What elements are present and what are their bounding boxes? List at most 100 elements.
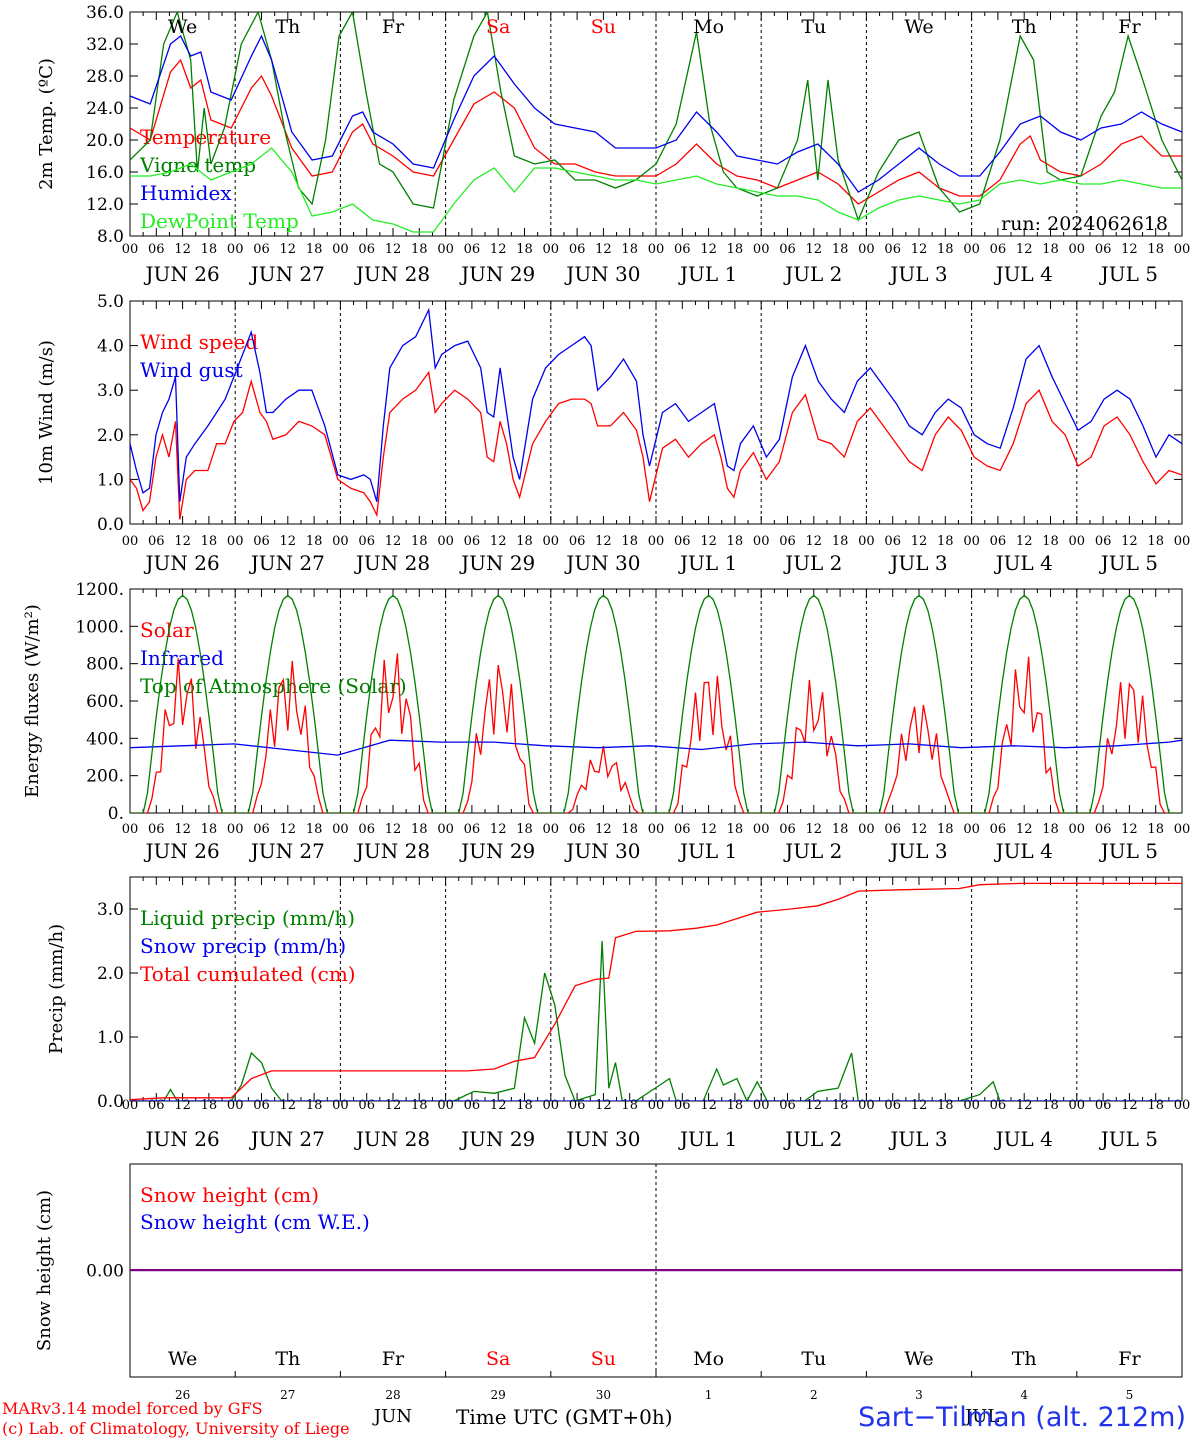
hour-tick-label: 18 bbox=[306, 1098, 323, 1113]
hour-tick-label: 06 bbox=[990, 242, 1007, 257]
series-line bbox=[130, 940, 1182, 1101]
hour-tick-label: 00 bbox=[437, 822, 454, 837]
hour-tick-label: 12 bbox=[174, 1098, 191, 1113]
hour-tick-label: 18 bbox=[516, 1098, 533, 1113]
day-abbr: Mo bbox=[693, 16, 724, 38]
hour-tick-label: 12 bbox=[911, 534, 928, 549]
hour-tick-label: 00 bbox=[227, 534, 244, 549]
y-tick-label: 0.0 bbox=[97, 515, 124, 535]
hour-tick-label: 00 bbox=[858, 534, 875, 549]
y-tick-label: 8.0 bbox=[97, 227, 124, 247]
hour-tick-label: 00 bbox=[332, 242, 349, 257]
hour-tick-label: 12 bbox=[1121, 822, 1138, 837]
hour-tick-label: 06 bbox=[884, 1098, 901, 1113]
hour-tick-label: 18 bbox=[516, 534, 533, 549]
y-tick-label: 5.0 bbox=[97, 292, 124, 312]
hour-tick-label: 18 bbox=[1042, 534, 1059, 549]
hour-tick-label: 12 bbox=[1121, 534, 1138, 549]
date-label: JUL 5 bbox=[1099, 262, 1158, 286]
date-label: JUL 3 bbox=[888, 839, 947, 863]
date-label: JUN 30 bbox=[564, 1127, 640, 1151]
y-tick-label: 24.0 bbox=[86, 99, 124, 119]
date-label: JUN 26 bbox=[144, 262, 220, 286]
hour-tick-label: 00 bbox=[122, 1098, 139, 1113]
hour-tick-label: 18 bbox=[411, 242, 428, 257]
hour-tick-label: 18 bbox=[727, 534, 744, 549]
y-tick-label: 2.0 bbox=[97, 964, 124, 984]
hour-tick-label: 06 bbox=[358, 242, 375, 257]
hour-tick-label: 06 bbox=[884, 534, 901, 549]
y-tick-label: 800. bbox=[86, 655, 124, 675]
hour-tick-label: 12 bbox=[700, 1098, 717, 1113]
hour-tick-label: 00 bbox=[963, 534, 980, 549]
hour-tick-label: 18 bbox=[1147, 1098, 1164, 1113]
hour-tick-label: 18 bbox=[306, 242, 323, 257]
hour-tick-label: 12 bbox=[1016, 822, 1033, 837]
day-abbr: Th bbox=[275, 16, 300, 38]
legend-entry: Total cumulated (cm) bbox=[140, 962, 356, 986]
date-label: JUL 4 bbox=[994, 262, 1053, 286]
day-abbr: We bbox=[168, 16, 197, 38]
hour-tick-label: 00 bbox=[753, 534, 770, 549]
date-label: JUL 1 bbox=[678, 551, 737, 575]
hour-tick-label: 12 bbox=[806, 242, 823, 257]
hour-tick-label: 00 bbox=[1174, 534, 1191, 549]
hour-tick-label: 12 bbox=[595, 242, 612, 257]
legend-entry: Liquid precip (mm/h) bbox=[140, 906, 355, 930]
day-abbr-bottom: Th bbox=[1012, 1348, 1037, 1370]
date-label: JUN 26 bbox=[144, 839, 220, 863]
y-tick-label: 1000. bbox=[75, 617, 124, 637]
hour-tick-label: 06 bbox=[569, 822, 586, 837]
date-label: JUN 26 bbox=[144, 1127, 220, 1151]
day-date-bottom: 4 bbox=[1020, 1388, 1028, 1402]
hour-tick-label: 12 bbox=[1016, 534, 1033, 549]
model-credit: MARv3.14 model forced by GFS bbox=[2, 1399, 263, 1418]
date-label: JUL 5 bbox=[1099, 839, 1158, 863]
hour-tick-label: 00 bbox=[753, 242, 770, 257]
hour-tick-label: 12 bbox=[806, 822, 823, 837]
hour-tick-label: 18 bbox=[832, 534, 849, 549]
hour-tick-label: 06 bbox=[674, 822, 691, 837]
y-tick-label: 1.0 bbox=[97, 1028, 124, 1048]
hour-tick-label: 00 bbox=[543, 1098, 560, 1113]
date-label: JUN 27 bbox=[249, 551, 325, 575]
hour-tick-label: 18 bbox=[937, 242, 954, 257]
hour-tick-label: 18 bbox=[621, 1098, 638, 1113]
hour-tick-label: 00 bbox=[648, 822, 665, 837]
hour-tick-label: 18 bbox=[201, 1098, 218, 1113]
hour-tick-label: 12 bbox=[174, 822, 191, 837]
hour-tick-label: 00 bbox=[1069, 242, 1086, 257]
hour-tick-label: 18 bbox=[621, 242, 638, 257]
hour-tick-label: 06 bbox=[253, 822, 270, 837]
date-label: JUN 29 bbox=[459, 551, 535, 575]
hour-tick-label: 06 bbox=[990, 822, 1007, 837]
hour-tick-label: 00 bbox=[437, 242, 454, 257]
hour-tick-label: 00 bbox=[858, 1098, 875, 1113]
hour-tick-label: 06 bbox=[779, 1098, 796, 1113]
hour-tick-label: 06 bbox=[674, 534, 691, 549]
hour-tick-label: 18 bbox=[937, 534, 954, 549]
hour-tick-label: 12 bbox=[595, 1098, 612, 1113]
hour-tick-label: 12 bbox=[700, 534, 717, 549]
day-abbr: Tu bbox=[801, 16, 826, 38]
hour-tick-label: 12 bbox=[806, 1098, 823, 1113]
date-label: JUL 2 bbox=[783, 1127, 842, 1151]
hour-tick-label: 00 bbox=[1174, 242, 1191, 257]
y-axis-title: 2m Temp. (ºC) bbox=[36, 58, 57, 190]
hour-tick-label: 12 bbox=[385, 242, 402, 257]
date-label: JUL 4 bbox=[994, 839, 1053, 863]
hour-tick-label: 00 bbox=[543, 822, 560, 837]
hour-tick-label: 00 bbox=[858, 242, 875, 257]
hour-tick-label: 06 bbox=[674, 242, 691, 257]
y-axis-title: 10m Wind (m/s) bbox=[36, 340, 57, 485]
day-date-bottom: 5 bbox=[1126, 1388, 1134, 1402]
series-line bbox=[130, 594, 1182, 813]
hour-tick-label: 06 bbox=[990, 534, 1007, 549]
hour-tick-label: 06 bbox=[779, 534, 796, 549]
hour-tick-label: 18 bbox=[201, 822, 218, 837]
y-tick-label: 28.0 bbox=[86, 67, 124, 87]
date-label: JUN 30 bbox=[564, 839, 640, 863]
date-label: JUN 29 bbox=[459, 1127, 535, 1151]
hour-tick-label: 06 bbox=[253, 242, 270, 257]
